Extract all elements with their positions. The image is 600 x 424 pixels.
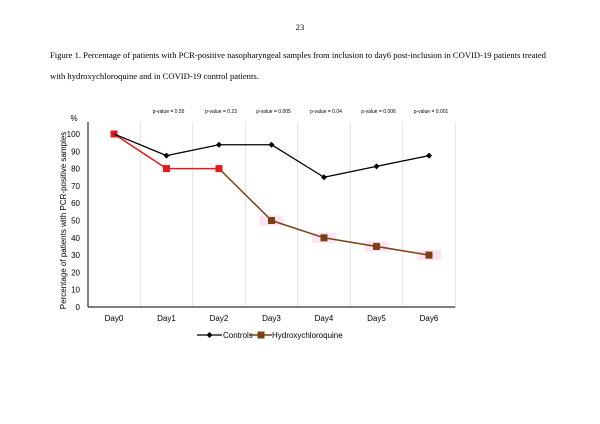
y-unit-label: %: [70, 114, 77, 123]
controls-line-segment: [113, 133, 167, 157]
figure-caption-line-2: with hydroxychloroquine and in COVID-19 …: [50, 71, 259, 81]
figure-caption-line-1: Figure 1. Percentage of patients with PC…: [50, 50, 546, 60]
controls-diamond-marker: [426, 152, 432, 159]
x-tick-label: Day6: [420, 314, 439, 323]
controls-line-segment: [323, 165, 377, 178]
p-value-annotation: p-value = 0.04: [310, 109, 342, 115]
controls-line-segment: [166, 144, 220, 157]
legend-controls-label: Controls: [223, 331, 253, 340]
x-tick-label: Day0: [105, 314, 124, 323]
p-value-annotation: p-value = 0.006: [361, 109, 396, 115]
x-tick-label: Day3: [262, 314, 281, 323]
p-value-annotation: p-value = 0.55: [153, 109, 185, 115]
hcq-square-marker: [215, 165, 223, 173]
y-tick-label: 40: [71, 234, 80, 243]
legend-hcq-label: Hydroxychloroquine: [272, 331, 343, 340]
y-tick-label: 20: [71, 268, 80, 277]
y-axis-label: Percentage of patients with PCR-positive…: [59, 132, 68, 309]
hcq-line-segment: [271, 219, 325, 239]
page-number: 23: [295, 22, 305, 32]
hcq-line-segment: [323, 237, 377, 248]
y-tick-label: 70: [71, 182, 80, 191]
hcq-line-segment: [376, 245, 430, 256]
legend-hcq-square-icon: [257, 331, 265, 339]
hcq-square-marker: [373, 242, 380, 250]
y-tick-label: 10: [71, 286, 80, 295]
hcq-square-marker: [163, 165, 170, 173]
x-tick-label: Day4: [315, 314, 334, 323]
hcq-square-marker: [268, 217, 275, 224]
controls-diamond-marker: [268, 141, 275, 148]
controls-diamond-marker: [321, 174, 327, 181]
y-tick-label: 0: [76, 303, 81, 312]
y-tick-label: 50: [71, 217, 80, 226]
y-tick-label: 90: [71, 147, 80, 156]
hcq-square-marker: [320, 234, 328, 242]
controls-line-segment: [271, 144, 325, 178]
controls-diamond-marker: [163, 152, 170, 159]
controls-diamond-marker: [373, 163, 380, 170]
p-value-annotation: p-value = 0.23: [205, 109, 237, 115]
p-value-annotation: p-value = 0.001: [414, 109, 449, 115]
y-tick-label: 30: [71, 251, 80, 260]
legend-controls-diamond-icon: [206, 332, 213, 338]
y-tick-label: 60: [71, 199, 80, 208]
x-tick-label: Day2: [210, 314, 229, 323]
controls-line-segment: [376, 154, 430, 167]
x-tick-label: Day5: [367, 314, 386, 323]
y-tick-label: 100: [67, 130, 81, 139]
hcq-line-segment: [218, 168, 273, 222]
x-tick-label: Day1: [157, 314, 176, 323]
controls-diamond-marker: [216, 141, 222, 148]
hcq-square-marker: [425, 251, 433, 259]
y-tick-label: 80: [71, 165, 80, 174]
p-value-annotation: p-value = 0.005: [256, 109, 291, 115]
hcq-line-segment: [113, 133, 167, 170]
